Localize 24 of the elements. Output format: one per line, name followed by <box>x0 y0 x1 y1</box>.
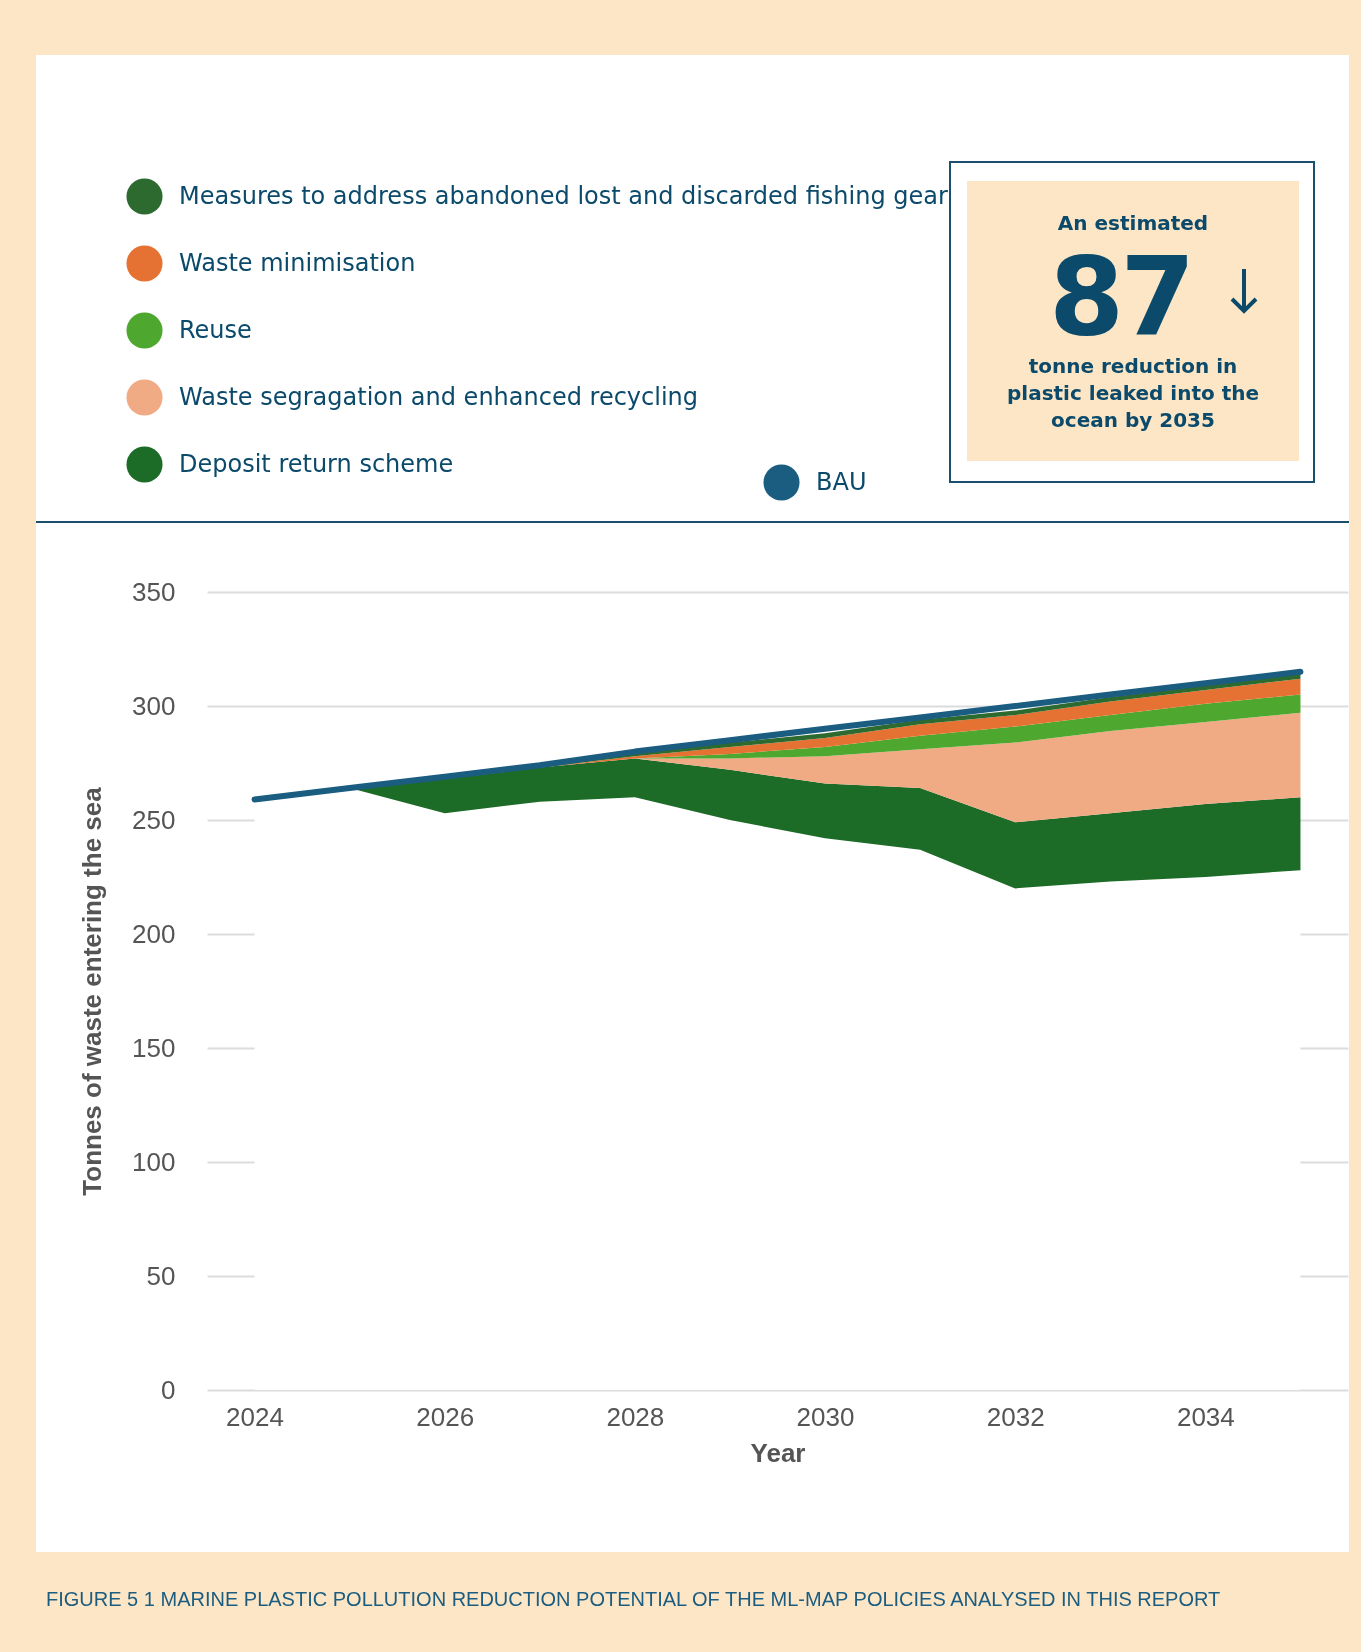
x-tick-label: 2032 <box>986 1401 1045 1432</box>
y-tick-label: 200 <box>132 918 176 949</box>
y-tick-label: 50 <box>146 1260 176 1291</box>
x-axis-title: Year <box>750 1437 806 1468</box>
x-tick-label: 2028 <box>606 1401 665 1432</box>
y-tick-label: 0 <box>161 1374 176 1405</box>
y-tick-label: 350 <box>132 576 176 607</box>
x-tick-label: 2026 <box>416 1401 475 1432</box>
text: An estimated <box>1056 211 1210 235</box>
y-axis-title: Tonnes of waste entering the sea <box>77 786 108 1196</box>
x-tick-label: 2034 <box>1176 1401 1235 1432</box>
x-tick-label: 2030 <box>796 1401 855 1432</box>
legend-label: Waste segragation and enhanced recycling <box>179 382 699 411</box>
y-tick-label: 150 <box>132 1032 176 1063</box>
y-tick-label: 100 <box>132 1146 176 1177</box>
legend-label: BAU <box>816 467 867 496</box>
caption: FIGURE 5 1 MARINE PLASTIC POLLUTION REDUCTION POTENTIAL OF THE ML-MAP POLICIES ANALYSED IN THIS REPORT <box>46 1588 1221 1611</box>
legend-label: Measures to address abandoned lost and discarded fishing gear <box>179 181 948 210</box>
y-tick-label: 250 <box>132 804 176 835</box>
y-tick-label: 300 <box>132 690 176 721</box>
legend-label: Waste minimisation <box>179 248 416 277</box>
legend-label: Deposit return scheme <box>179 449 454 478</box>
x-tick-label: 2024 <box>226 1401 284 1432</box>
legend-label: Reuse <box>179 315 252 344</box>
